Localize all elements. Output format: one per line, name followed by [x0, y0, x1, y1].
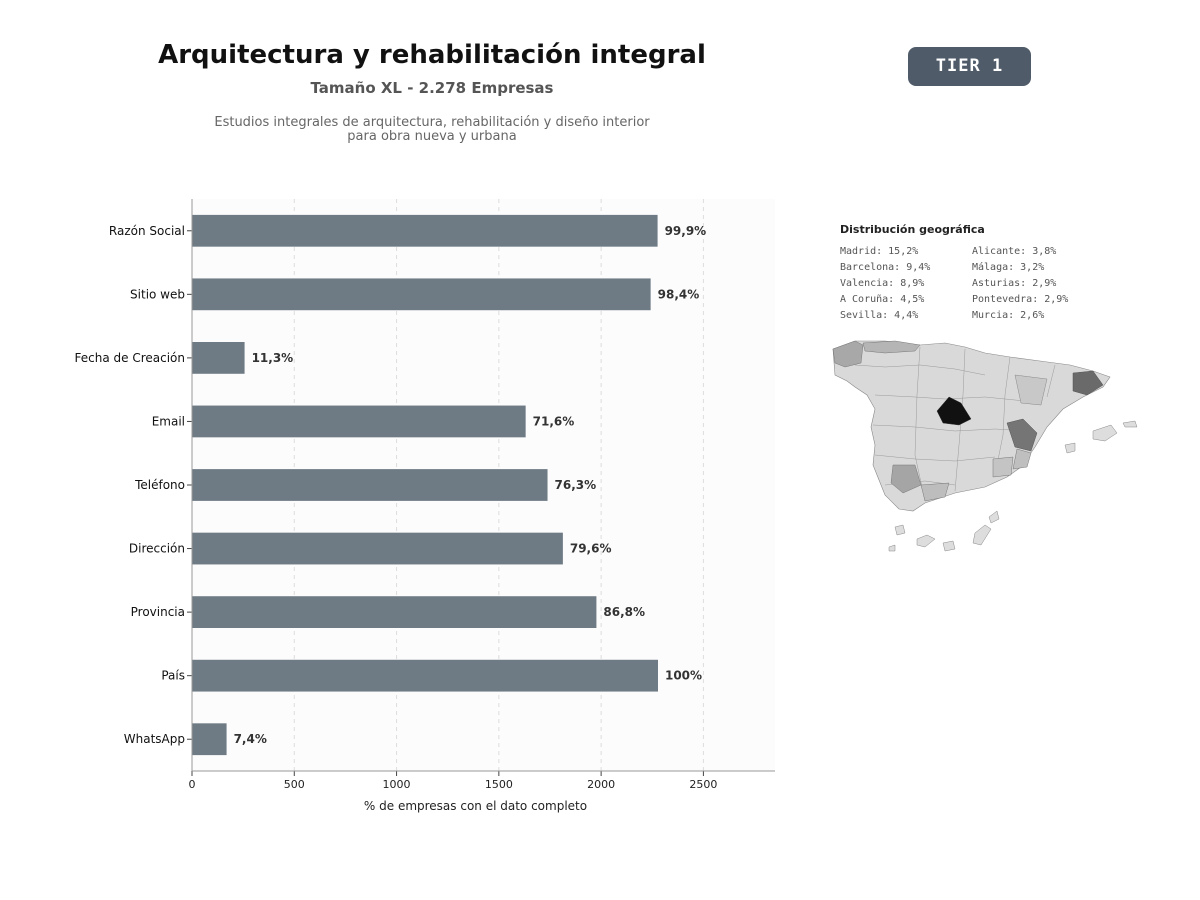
bar [192, 723, 227, 756]
geo-item: Málaga: 3,2% [972, 262, 1045, 273]
region-alicante [1012, 448, 1032, 470]
data-label: 79,6% [570, 542, 612, 556]
bar [192, 596, 597, 628]
page-description: Estudios integrales de arquitectura, reh… [0, 116, 864, 144]
geo-item: A Coruña: 4,5% [840, 294, 925, 305]
map-canary-1 [894, 524, 906, 536]
y-tick-label: WhatsApp [124, 732, 185, 746]
x-axis-label: % de empresas con el dato completo [364, 799, 587, 813]
region-valencia [1006, 418, 1038, 452]
map-menorca [1122, 420, 1138, 428]
y-tick-label: Dirección [129, 542, 185, 556]
bar [192, 532, 563, 565]
geo-item: Alicante: 3,8% [972, 246, 1057, 257]
region-madrid [936, 396, 972, 426]
geo-item: Sevilla: 4,4% [840, 310, 919, 321]
region-asturias [862, 340, 921, 354]
data-label: 76,3% [555, 478, 597, 492]
map-canary-3 [942, 540, 956, 552]
region-sevilla [890, 464, 922, 494]
region-malaga [920, 482, 950, 502]
map-mallorca [1092, 424, 1118, 442]
geo-item: Barcelona: 9,4% [840, 262, 931, 273]
x-tick-label: 2000 [587, 778, 615, 791]
bar [192, 469, 548, 501]
y-tick-label: Teléfono [134, 478, 185, 492]
x-tick-label: 0 [189, 778, 196, 791]
y-tick-label: Razón Social [109, 224, 185, 238]
geo-item: Pontevedra: 2,9% [972, 294, 1069, 305]
region-murcia [992, 456, 1014, 478]
map-canary-4 [972, 524, 992, 546]
geo-title: Distribución geográfica [840, 223, 985, 236]
bar [192, 405, 526, 438]
data-label: 98,4% [658, 287, 700, 301]
y-tick-label: Provincia [131, 605, 185, 619]
bar [192, 342, 245, 374]
description-line-2: para obra nueva y urbana [347, 129, 517, 144]
x-tick-label: 1500 [485, 778, 513, 791]
data-label: 86,8% [603, 605, 645, 619]
page-subtitle: Tamaño XL - 2.278 Empresas [310, 79, 554, 97]
bar [192, 214, 658, 247]
page-title: Arquitectura y rehabilitación integral [158, 40, 706, 70]
region-galicia [832, 340, 864, 368]
data-label: 71,6% [533, 414, 575, 428]
geo-item: Murcia: 2,6% [972, 310, 1045, 321]
data-label: 11,3% [252, 351, 294, 365]
map-canary-2 [916, 534, 936, 548]
y-tick-label: Sitio web [130, 287, 185, 301]
x-tick-label: 1000 [383, 778, 411, 791]
bar [192, 659, 658, 692]
data-label: 100% [665, 669, 702, 683]
spain-map [832, 340, 1138, 552]
geo-item: Madrid: 15,2% [840, 246, 919, 257]
description-line-1: Estudios integrales de arquitectura, reh… [214, 115, 650, 130]
bar [192, 278, 651, 311]
data-label: 99,9% [665, 224, 707, 238]
y-tick-label: Email [152, 414, 185, 428]
x-tick-label: 2500 [689, 778, 717, 791]
data-label: 7,4% [234, 732, 267, 746]
y-tick-label: País [161, 669, 185, 683]
bar-chart: 0 500 1000 1500 2000 2500 Razón Social 99,9% Sit… [75, 199, 775, 813]
tier-badge: TIER 1 [908, 47, 1031, 86]
geo-item: Valencia: 8,9% [840, 278, 925, 289]
map-canary-5 [988, 510, 1000, 524]
x-tick-label: 500 [284, 778, 305, 791]
geo-item: Asturias: 2,9% [972, 278, 1057, 289]
map-canary-6 [888, 544, 896, 552]
region-barcelona [1072, 370, 1104, 396]
y-tick-label: Fecha de Creación [75, 351, 185, 365]
map-ibiza [1064, 442, 1076, 454]
region-zaragoza [1014, 374, 1048, 406]
